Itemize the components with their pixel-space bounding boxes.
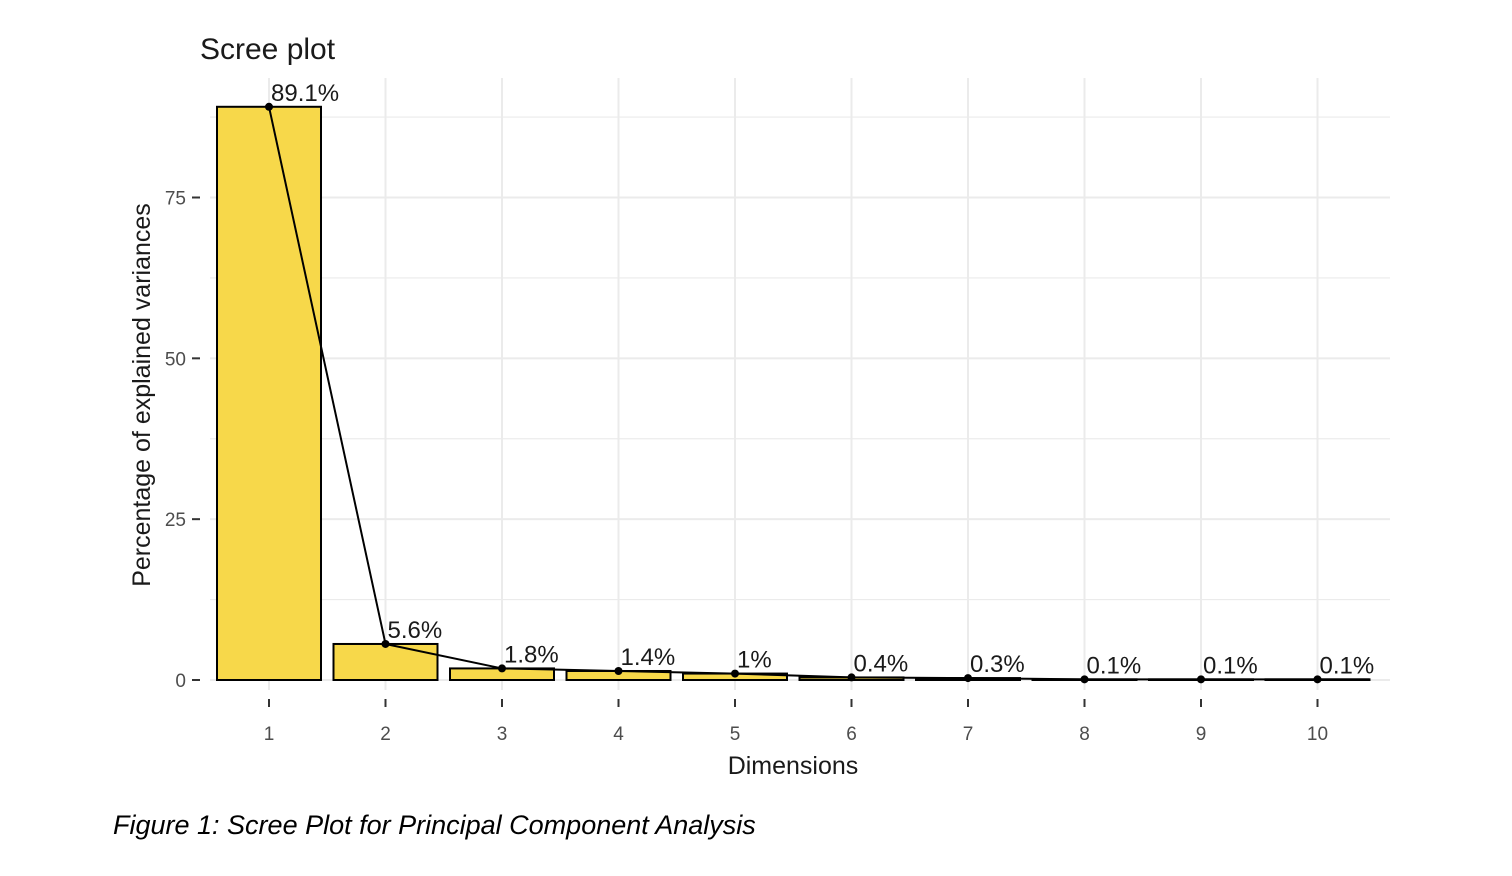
point-dimension-2: [381, 639, 390, 648]
figure-caption: Figure 1: Scree Plot for Principal Compo…: [113, 810, 756, 840]
data-label-dimension-7: 0.3%: [970, 651, 1025, 678]
data-label-dimension-1: 89.1%: [271, 80, 339, 107]
bar-dimension-2: [332, 642, 439, 681]
axis-layer: 0 25 50 75 1 2 3 4 5 6 7 8 9 10: [165, 189, 1328, 746]
point-dimension-7: [964, 674, 972, 683]
data-label-dimension-3: 1.8%: [504, 641, 559, 668]
point-dimension-9: [1197, 675, 1205, 684]
point-dimension-3: [498, 664, 506, 673]
bar-dimension-1: [216, 105, 322, 682]
x-tick-label: 8: [1079, 724, 1090, 745]
x-tick-label: 7: [963, 724, 974, 745]
point-dimension-1: [265, 102, 273, 111]
data-label-dimension-9: 0.1%: [1203, 652, 1258, 679]
y-axis-label: Percentage of explained variances: [128, 203, 156, 587]
x-tick-label: 5: [730, 724, 741, 745]
data-label-dimension-5: 1%: [737, 647, 772, 674]
y-tick-label: 25: [165, 510, 186, 531]
variance-line: [268, 106, 1318, 681]
y-tick-label: 0: [175, 671, 186, 692]
x-tick-label: 1: [264, 724, 275, 745]
data-label-dimension-8: 0.1%: [1087, 652, 1142, 679]
point-dimension-8: [1080, 675, 1089, 684]
x-tick-label: 10: [1307, 724, 1328, 745]
x-tick-label: 9: [1196, 724, 1207, 745]
data-label-dimension-4: 1.4%: [621, 644, 676, 671]
y-tick-label: 75: [165, 189, 186, 210]
data-label-dimension-6: 0.4%: [854, 650, 909, 677]
line-layer: [265, 102, 1370, 684]
data-label-dimension-2: 5.6%: [388, 617, 443, 644]
x-tick-label: 4: [613, 724, 624, 745]
x-tick-label: 3: [497, 724, 508, 745]
x-axis-label: Dimensions: [728, 752, 859, 780]
point-dimension-10: [1313, 675, 1322, 684]
bars-layer: [216, 105, 1371, 682]
grid-layer: [210, 78, 1390, 690]
labels-layer: 89.1% 5.6% 1.8% 1.4% 1% 0.4% 0.3% 0.1% 0.1% 0.1%: [271, 80, 1374, 680]
point-dimension-6: [847, 673, 856, 682]
point-dimension-5: [731, 669, 739, 678]
x-tick-label: 6: [846, 724, 857, 745]
x-tick-label: 2: [380, 724, 391, 745]
chart-title: Scree plot: [200, 33, 336, 66]
point-dimension-4: [614, 666, 623, 675]
y-tick-label: 50: [165, 349, 186, 370]
data-label-dimension-10: 0.1%: [1320, 652, 1375, 679]
